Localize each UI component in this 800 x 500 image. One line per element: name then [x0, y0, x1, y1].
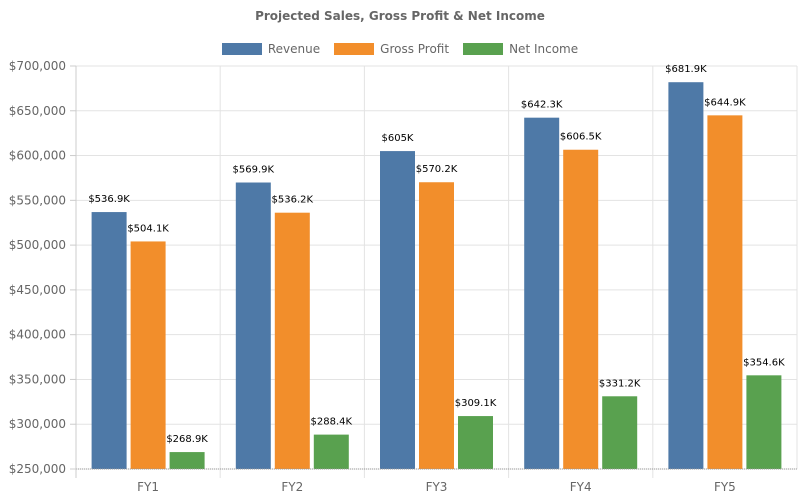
x-tick-label: FY5	[714, 480, 736, 494]
legend-item-gross-profit[interactable]: Gross Profit	[334, 42, 449, 56]
bar-revenue-fy5[interactable]	[668, 82, 704, 469]
bar-net-income-fy2[interactable]	[313, 434, 349, 469]
y-tick-label: $700,000	[9, 59, 66, 73]
bar-net-income-fy4[interactable]	[602, 396, 638, 469]
bar-revenue-fy3[interactable]	[380, 151, 415, 470]
bar-gross-profit-fy1[interactable]	[130, 241, 166, 469]
legend-label-net-income: Net Income	[509, 42, 579, 56]
data-label: $331.2K	[599, 378, 641, 389]
data-label: $354.6K	[743, 357, 785, 368]
data-label: $288.4K	[311, 417, 353, 428]
axis-layer: $250,000 $300,000 $350,000 $400,000 $450,000…	[9, 59, 797, 494]
y-tick-label: $250,000	[9, 462, 66, 476]
legend-swatch-net-income	[463, 43, 504, 55]
data-label: $644.9K	[704, 97, 746, 108]
bar-revenue-fy1[interactable]	[91, 212, 127, 469]
x-tick-label: FY3	[426, 480, 448, 494]
y-tick-label: $450,000	[9, 283, 66, 297]
bar-net-income-fy5[interactable]	[746, 375, 782, 469]
legend-swatch-gross-profit	[334, 43, 375, 55]
data-label: $569.9K	[233, 165, 275, 176]
legend-item-net-income[interactable]: Net Income	[463, 42, 578, 56]
y-tick-label: $300,000	[9, 417, 66, 431]
x-tick-label: FY1	[137, 480, 159, 494]
bar-gross-profit-fy5[interactable]	[707, 115, 743, 470]
data-labels-layer: $536.9K $504.1K $268.9K $569.9K $536.2K $288.…	[88, 64, 785, 445]
legend-item-revenue[interactable]: Revenue	[221, 42, 321, 56]
bars-layer	[91, 82, 782, 470]
bar-revenue-fy4[interactable]	[524, 117, 560, 469]
y-tick-label: $500,000	[9, 238, 66, 252]
legend-label-revenue: Revenue	[267, 42, 321, 56]
bar-net-income-fy3[interactable]	[458, 416, 493, 469]
data-label: $605K	[381, 133, 413, 144]
bar-gross-profit-fy4[interactable]	[563, 149, 599, 470]
bar-net-income-fy1[interactable]	[169, 452, 205, 469]
y-tick-label: $550,000	[9, 193, 66, 207]
y-tick-label: $600,000	[9, 149, 66, 163]
y-tick-label: $650,000	[9, 104, 66, 118]
legend-label-gross-profit: Gross Profit	[380, 42, 450, 56]
data-label: $606.5K	[560, 132, 602, 143]
data-label: $536.2K	[272, 195, 314, 206]
legend-swatch-revenue	[221, 43, 262, 55]
bar-gross-profit-fy2[interactable]	[274, 212, 310, 469]
x-tick-label: FY4	[570, 480, 592, 494]
data-label: $536.9K	[88, 194, 130, 205]
data-label: $504.1K	[127, 223, 169, 234]
chart-title: Projected Sales, Gross Profit & Net Inco…	[255, 9, 545, 23]
data-label: $309.1K	[455, 398, 497, 409]
data-label: $268.9K	[166, 434, 208, 445]
bar-gross-profit-fy3[interactable]	[419, 182, 454, 470]
data-label: $570.2K	[416, 164, 458, 175]
y-tick-label: $400,000	[9, 328, 66, 342]
x-tick-label: FY2	[281, 480, 303, 494]
y-tick-label: $350,000	[9, 372, 66, 386]
bar-revenue-fy2[interactable]	[235, 182, 271, 469]
legend: Revenue Gross Profit Net Income	[0, 42, 800, 56]
data-label: $642.3K	[521, 100, 563, 111]
data-label: $681.9K	[665, 64, 707, 75]
